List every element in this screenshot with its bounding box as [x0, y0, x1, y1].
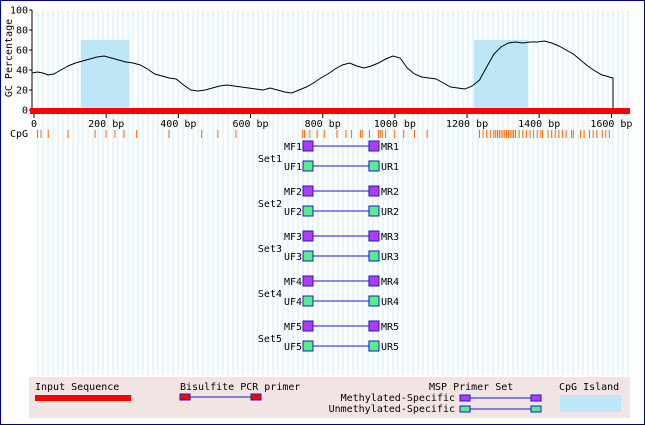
cpg-track-label: CpG — [10, 129, 28, 140]
unmethylated-reverse-primer — [368, 160, 380, 172]
vertical-grid — [37, 10, 629, 375]
methylated-forward-primer — [302, 230, 314, 242]
x-tick-label: 1400 bp — [518, 119, 560, 130]
y-tick-label: 20 — [16, 86, 28, 97]
gc-plot: GC Percentage 0 20 40 60 80 100 0 200 bp 400 bp… — [4, 6, 632, 131]
legend-bisulfite-forward-swatch — [179, 393, 191, 401]
primer-set-label: Set5 — [258, 334, 282, 345]
methylated-reverse-primer — [368, 185, 380, 197]
unmethylated-forward-primer — [302, 295, 314, 307]
unmethylated-forward-primer-label: UF4 — [284, 297, 302, 308]
legend-input-sequence-label: Input Sequence — [35, 382, 119, 393]
primer-set-label: Set4 — [258, 289, 282, 300]
methylated-forward-primer — [302, 275, 314, 287]
unmethylated-forward-primer-label: UF3 — [284, 252, 302, 263]
methylated-forward-primer-label: MF2 — [284, 187, 302, 198]
cpg-site-track — [36, 130, 610, 138]
cpg-island-regions — [80, 40, 529, 110]
methylated-reverse-primer-label: MR5 — [381, 322, 399, 333]
unmethylated-forward-primer — [302, 160, 314, 172]
y-axis-label: GC Percentage — [4, 19, 15, 97]
x-tick-label: 800 bp — [305, 119, 341, 130]
unmethylated-forward-primer — [302, 340, 314, 352]
primer-set-label: Set2 — [258, 199, 282, 210]
x-axis-ticks: 0 200 bp 400 bp 600 bp 800 bp 1000 bp 1200 bp 1… — [31, 114, 632, 130]
methylated-forward-primer — [302, 320, 314, 332]
x-tick-label: 600 bp — [232, 119, 268, 130]
cpg-island-region — [80, 40, 130, 110]
unmethylated-forward-primer-label: UF1 — [284, 162, 302, 173]
input-sequence-bar — [30, 108, 630, 114]
legend-input-sequence-swatch — [35, 395, 131, 401]
y-tick-label: 60 — [16, 46, 28, 57]
unmethylated-forward-primer — [302, 250, 314, 262]
methylated-forward-primer-label: MF5 — [284, 322, 302, 333]
unmethylated-reverse-primer-label: UR5 — [381, 342, 399, 353]
methylated-reverse-primer-label: MR3 — [381, 232, 399, 243]
x-tick-label: 400 bp — [160, 119, 196, 130]
methylated-reverse-primer-label: MR4 — [381, 277, 399, 288]
unmethylated-reverse-primer — [368, 340, 380, 352]
y-axis-ticks: 0 20 40 60 80 100 — [10, 6, 32, 117]
unmethylated-reverse-primer-label: UR2 — [381, 207, 399, 218]
gc-percentage-line — [31, 40, 614, 110]
x-tick-label: 200 bp — [88, 119, 124, 130]
methylated-reverse-primer — [368, 320, 380, 332]
methylated-reverse-primer-label: MR1 — [381, 142, 399, 153]
x-tick-label: 1200 bp — [446, 119, 488, 130]
legend-unmethylated-forward-swatch — [459, 405, 471, 413]
unmethylated-forward-primer — [302, 205, 314, 217]
legend-cpg-island-label: CpG Island — [559, 382, 619, 393]
x-tick-label: 0 — [31, 119, 37, 130]
legend: Input Sequence Bisulfite PCR primer MSP … — [29, 377, 630, 418]
legend-methylated-forward-swatch — [459, 394, 471, 402]
cpg-island-region — [474, 40, 529, 110]
unmethylated-forward-primer-label: UF2 — [284, 207, 302, 218]
methylated-reverse-primer — [368, 230, 380, 242]
methylated-reverse-primer — [368, 275, 380, 287]
primer-set-label: Set1 — [258, 154, 282, 165]
primer-set-label: Set3 — [258, 244, 282, 255]
unmethylated-reverse-primer — [368, 295, 380, 307]
legend-cpg-island-swatch — [560, 395, 621, 412]
x-tick-label: 1000 bp — [374, 119, 416, 130]
methylated-forward-primer — [302, 185, 314, 197]
legend-unmethylated-reverse-swatch — [530, 405, 542, 413]
legend-bisulfite-reverse-swatch — [250, 393, 262, 401]
methylated-reverse-primer-label: MR2 — [381, 187, 399, 198]
methylated-forward-primer-label: MF3 — [284, 232, 302, 243]
methylated-forward-primer-label: MF4 — [284, 277, 302, 288]
unmethylated-reverse-primer — [368, 250, 380, 262]
legend-msp-primer-set-label: MSP Primer Set — [429, 382, 513, 393]
legend-bisulfite-primer-label: Bisulfite PCR primer — [180, 382, 300, 393]
y-tick-label: 100 — [10, 6, 28, 17]
unmethylated-reverse-primer-label: UR4 — [381, 297, 399, 308]
methylated-reverse-primer — [368, 140, 380, 152]
unmethylated-forward-primer-label: UF5 — [284, 342, 302, 353]
legend-methylated-reverse-swatch — [530, 394, 542, 402]
legend-methylated-label: Methylated-Specific — [341, 393, 455, 404]
methylated-forward-primer-label: MF1 — [284, 142, 302, 153]
x-tick-label: 1600 bp — [590, 119, 632, 130]
unmethylated-reverse-primer-label: UR3 — [381, 252, 399, 263]
y-tick-label: 80 — [16, 26, 28, 37]
unmethylated-reverse-primer-label: UR1 — [381, 162, 399, 173]
unmethylated-reverse-primer — [368, 205, 380, 217]
methylated-forward-primer — [302, 140, 314, 152]
legend-unmethylated-label: Unmethylated-Specific — [329, 404, 455, 415]
y-tick-label: 40 — [16, 66, 28, 77]
y-tick-label: 0 — [22, 106, 28, 117]
